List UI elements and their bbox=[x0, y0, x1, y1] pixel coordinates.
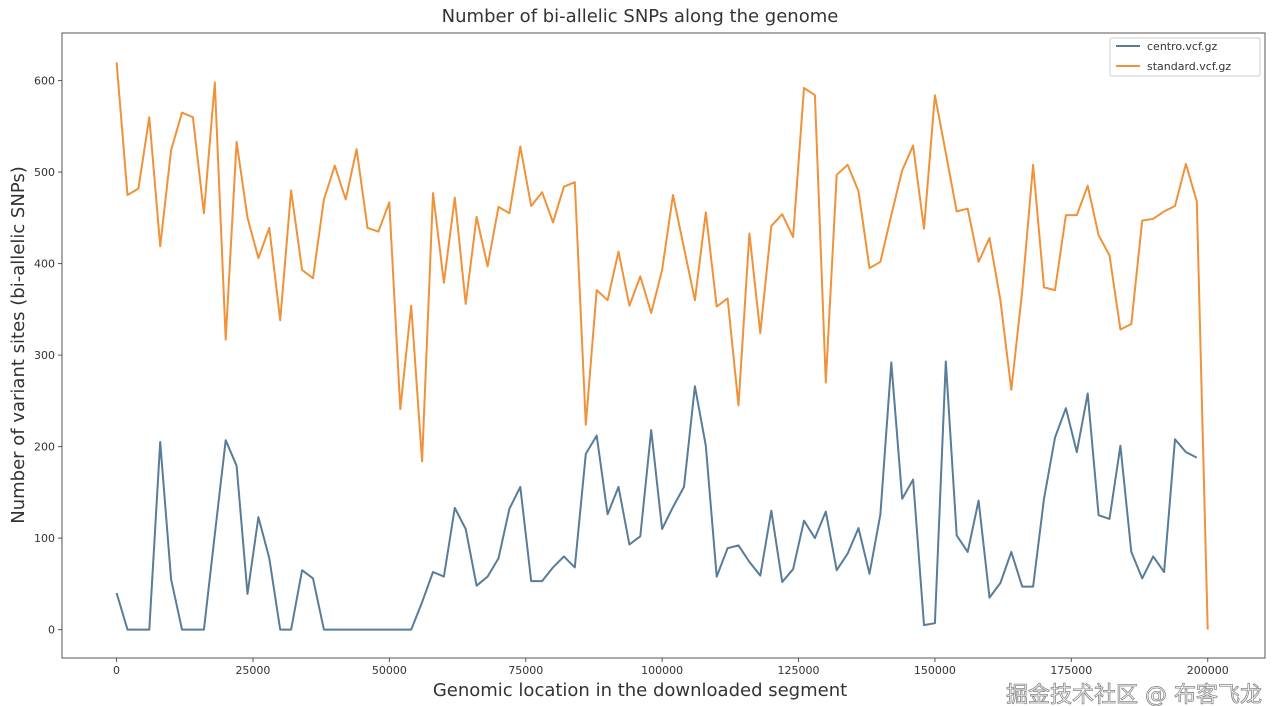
x-tick-label: 100000 bbox=[641, 664, 683, 677]
series-line-centro bbox=[115, 360, 1198, 631]
x-tick-label: 25000 bbox=[235, 664, 270, 677]
y-axis: 0 100 200 300 400 500 600 bbox=[34, 75, 62, 637]
y-axis-label: Number of variant sites (bi-allelic SNPs… bbox=[8, 166, 29, 524]
x-tick-label: 200000 bbox=[1187, 664, 1229, 677]
legend-box bbox=[1109, 37, 1261, 77]
x-tick-label: 125000 bbox=[778, 664, 820, 677]
x-tick-label: 50000 bbox=[372, 664, 407, 677]
y-tick-label: 0 bbox=[48, 624, 55, 637]
x-tick-label: 0 bbox=[113, 664, 120, 677]
x-tick-label: 75000 bbox=[508, 664, 543, 677]
plot-frame bbox=[61, 32, 1266, 659]
series-lines bbox=[115, 62, 1209, 631]
y-tick-label: 600 bbox=[34, 75, 55, 88]
legend: centro.vcf.gz standard.vcf.gz bbox=[1109, 37, 1261, 77]
watermark: 掘金技术社区 @ 布客飞龙 bbox=[1006, 683, 1262, 706]
series-line-standard bbox=[115, 62, 1209, 630]
x-axis: 0 25000 50000 75000 100000 125000 150000 175000… bbox=[113, 658, 1229, 677]
x-tick-label: 150000 bbox=[914, 664, 956, 677]
y-tick-label: 200 bbox=[34, 441, 55, 454]
x-tick-label: 175000 bbox=[1050, 664, 1092, 677]
legend-label-standard: standard.vcf.gz bbox=[1147, 60, 1231, 73]
legend-label-centro: centro.vcf.gz bbox=[1147, 40, 1218, 53]
chart-title: Number of bi-allelic SNPs along the geno… bbox=[442, 6, 839, 27]
y-tick-label: 100 bbox=[34, 532, 55, 545]
y-tick-label: 400 bbox=[34, 258, 55, 271]
y-tick-label: 500 bbox=[34, 166, 55, 179]
x-axis-label: Genomic location in the downloaded segme… bbox=[433, 680, 847, 701]
y-tick-label: 300 bbox=[34, 349, 55, 362]
